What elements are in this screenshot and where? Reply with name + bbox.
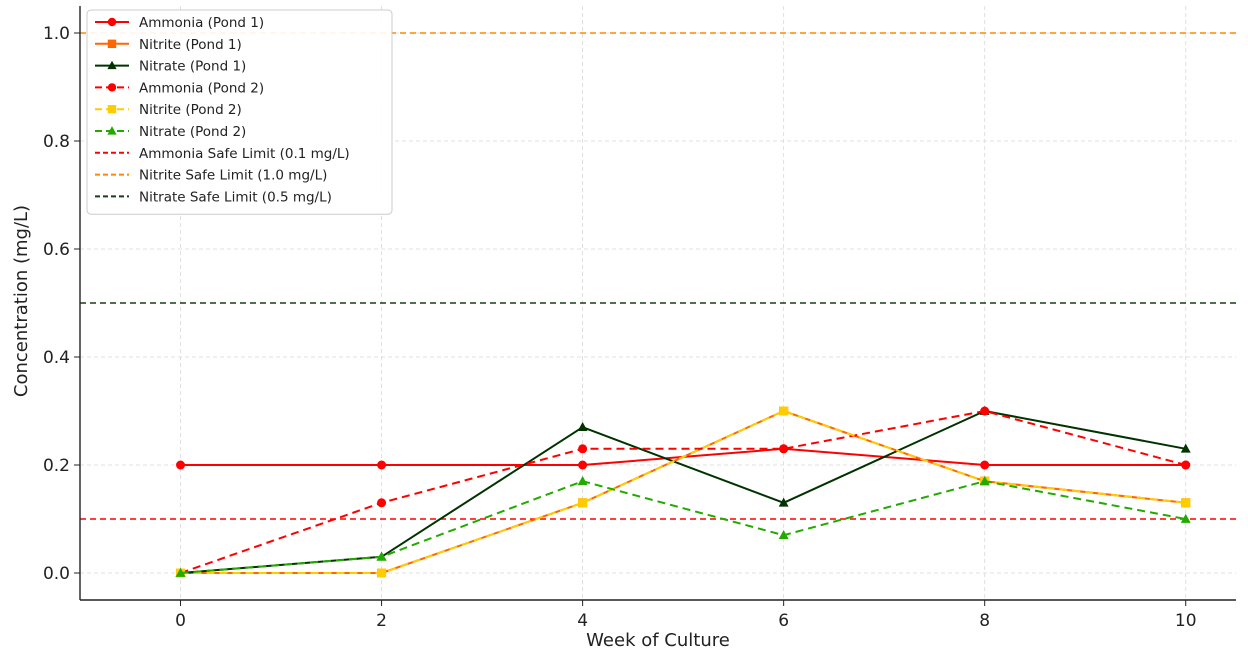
- legend-item: Nitrate (Pond 1): [95, 59, 246, 75]
- data-point: [1181, 460, 1191, 470]
- y-axis-title: Concentration (mg/L): [11, 205, 32, 397]
- x-tick-label: 4: [577, 611, 588, 631]
- legend-item: Nitrite Safe Limit (1.0 mg/L): [95, 168, 327, 184]
- legend-label: Ammonia (Pond 2): [139, 80, 264, 96]
- data-point: [578, 444, 588, 454]
- legend-marker: [107, 126, 117, 135]
- series-line: [180, 480, 1186, 574]
- legend-item: Nitrate (Pond 2): [95, 124, 246, 140]
- data-point: [578, 460, 588, 470]
- data-point: [376, 551, 387, 561]
- data-point: [577, 422, 588, 432]
- y-tick-label: 0.8: [43, 132, 70, 152]
- data-point: [778, 497, 789, 507]
- tick-labels: 0 2 4 6 8 10 0.0 0.2 0.4 0.6 0.8 1.0: [43, 24, 1197, 631]
- y-tick-label: 0.0: [43, 564, 70, 584]
- legend-label: Nitrite (Pond 2): [139, 102, 242, 118]
- legend-item: Ammonia (Pond 1): [95, 15, 264, 31]
- legend: Ammonia (Pond 1) Nitrite (Pond 1) Nitrate …: [86, 9, 393, 215]
- data-point: [980, 406, 990, 416]
- y-tick-label: 1.0: [43, 24, 70, 44]
- data-point: [1180, 513, 1191, 523]
- axes: [74, 6, 1236, 606]
- legend-label: Nitrite (Pond 1): [139, 37, 242, 53]
- legend-marker: [107, 17, 117, 27]
- data-point: [779, 406, 789, 416]
- series-line: [180, 410, 1186, 574]
- series-line: [180, 410, 1186, 574]
- legend-marker: [107, 83, 117, 92]
- data-point: [980, 460, 990, 470]
- legend-item: Ammonia Safe Limit (0.1 mg/L): [95, 146, 350, 162]
- data-point: [1181, 498, 1191, 508]
- x-tick-label: 0: [175, 611, 186, 631]
- x-tick-label: 2: [376, 611, 387, 631]
- data-point: [778, 530, 789, 540]
- data-point: [577, 476, 588, 486]
- legend-item: Nitrite (Pond 1): [95, 37, 242, 53]
- data-point: [176, 460, 186, 470]
- x-tick-label: 6: [778, 611, 789, 631]
- legend-frame: [86, 9, 393, 215]
- data-point: [779, 444, 789, 454]
- legend-label: Ammonia (Pond 1): [139, 15, 264, 31]
- x-tick-label: 10: [1175, 611, 1197, 631]
- legend-marker: [107, 105, 117, 114]
- legend-item: Ammonia (Pond 2): [95, 80, 264, 96]
- data-point: [377, 568, 387, 578]
- x-axis-title: Week of Culture: [586, 630, 730, 651]
- legend-marker: [107, 60, 117, 70]
- series-layer: [175, 405, 1191, 578]
- y-tick-label: 0.6: [43, 240, 70, 260]
- legend-item: Nitrate Safe Limit (0.5 mg/L): [95, 189, 332, 205]
- series-line: [180, 410, 1186, 574]
- data-point: [1180, 443, 1191, 453]
- legend-label: Ammonia Safe Limit (0.1 mg/L): [139, 146, 350, 162]
- legend-item: Nitrite (Pond 2): [95, 102, 242, 118]
- legend-label: Nitrate (Pond 1): [139, 59, 246, 75]
- data-point: [175, 567, 186, 577]
- legend-marker: [107, 39, 117, 48]
- data-point: [377, 498, 387, 508]
- legend-label: Nitrate (Pond 2): [139, 124, 246, 140]
- y-tick-label: 0.4: [43, 348, 70, 368]
- legend-label: Nitrate Safe Limit (0.5 mg/L): [139, 189, 332, 205]
- data-point: [377, 460, 387, 470]
- series: [175, 476, 1191, 577]
- y-tick-label: 0.2: [43, 456, 70, 476]
- data-point: [578, 498, 588, 508]
- x-tick-label: 8: [979, 611, 990, 631]
- legend-label: Nitrite Safe Limit (1.0 mg/L): [139, 168, 327, 184]
- data-point: [979, 476, 990, 486]
- series-line: [180, 410, 1186, 574]
